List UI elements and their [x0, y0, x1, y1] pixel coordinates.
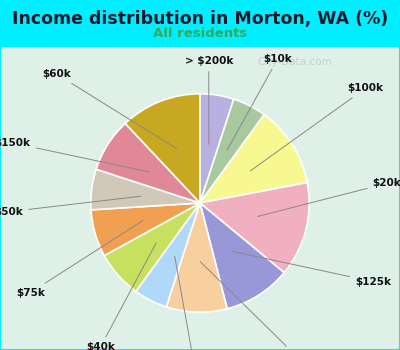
Wedge shape [96, 124, 200, 203]
Wedge shape [91, 203, 200, 256]
Text: $20k: $20k [258, 178, 400, 216]
Text: $10k: $10k [227, 54, 292, 150]
Text: $100k: $100k [250, 83, 384, 171]
Text: $30k: $30k [200, 262, 311, 350]
Wedge shape [200, 203, 284, 309]
Text: City-Data.com: City-Data.com [258, 57, 332, 67]
Text: $50k: $50k [0, 196, 141, 217]
Wedge shape [91, 169, 200, 210]
Text: > $200k: > $200k [184, 56, 233, 144]
Wedge shape [166, 203, 227, 312]
Text: $60k: $60k [42, 69, 177, 149]
Text: $125k: $125k [233, 252, 391, 287]
Text: All residents: All residents [153, 27, 247, 40]
Text: $75k: $75k [16, 220, 143, 298]
Text: $150k: $150k [0, 138, 149, 172]
Wedge shape [125, 94, 200, 203]
Text: Income distribution in Morton, WA (%): Income distribution in Morton, WA (%) [12, 10, 388, 28]
Wedge shape [136, 203, 200, 307]
Wedge shape [104, 203, 200, 291]
Text: $40k: $40k [86, 243, 156, 350]
Wedge shape [200, 115, 307, 203]
Wedge shape [200, 183, 309, 273]
Wedge shape [200, 99, 264, 203]
Wedge shape [200, 94, 234, 203]
FancyBboxPatch shape [1, 47, 399, 349]
Text: $200k: $200k [175, 256, 212, 350]
